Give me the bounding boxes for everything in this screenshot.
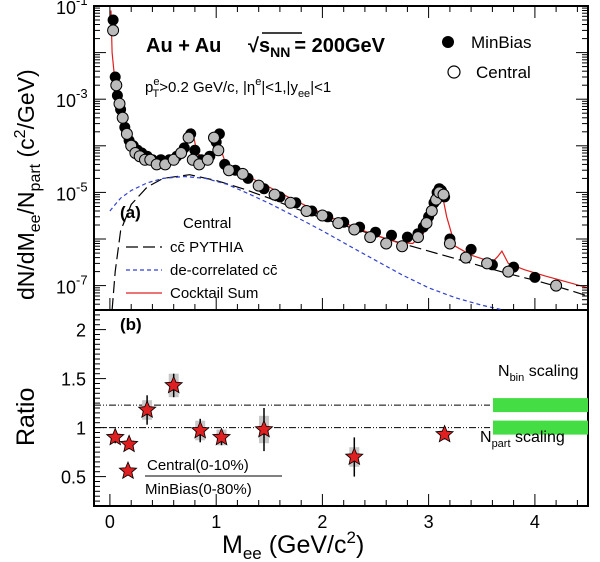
central-point [425, 205, 438, 217]
panel-a-y-ticks: 10-110-310-510-7 [56, 0, 588, 311]
chart-title: Au + Au [146, 35, 221, 57]
central-point [268, 188, 281, 201]
tick-base: 10 [56, 278, 76, 298]
x-tick-label: 4 [530, 512, 540, 532]
y-tick-label-b: 0.5 [61, 468, 86, 488]
tick-base: 10 [56, 184, 76, 204]
central-point [116, 111, 129, 124]
curve-decorrelated [109, 175, 504, 311]
ratio-point [254, 419, 274, 438]
minbias-point [386, 229, 397, 241]
y-tick-label-a: 10-5 [56, 179, 88, 204]
central-point [420, 217, 433, 230]
minbias-point [529, 271, 541, 283]
central-point [222, 164, 235, 177]
central-point [120, 127, 133, 140]
minbias-point [107, 14, 119, 26]
legend-minbias-marker [442, 36, 454, 48]
central-point [236, 167, 249, 180]
central-point [459, 251, 472, 264]
minbias-point [401, 231, 413, 243]
central-point [348, 223, 361, 236]
central-point [107, 24, 120, 37]
legend-cocktail-label: Cocktail Sum [170, 285, 258, 302]
x-tick-label: 2 [317, 512, 327, 532]
legend-central-title: Central [183, 215, 231, 232]
panel-b-ylabel: Ratio [12, 388, 40, 446]
scaling-band [493, 398, 588, 413]
y-tick-label-a: 10-7 [56, 273, 88, 298]
x-tick-label: 3 [424, 512, 434, 532]
y-tick-label-a: 10-3 [56, 86, 88, 111]
central-point [252, 179, 265, 192]
central-point [502, 265, 515, 278]
panel-b-content [94, 373, 588, 477]
legend-star-shape [118, 460, 138, 480]
ratio-point [137, 399, 157, 419]
legend-decorrelated-label: de-correlated cc̄ [170, 262, 278, 279]
central-point [443, 237, 456, 250]
minbias-point [465, 243, 477, 255]
central-point [364, 231, 377, 244]
ratio-point [119, 434, 139, 453]
panel-a-label: (a) [120, 203, 141, 222]
central-point [550, 279, 563, 292]
central-point [380, 237, 393, 250]
ratio-point [434, 424, 455, 443]
x-tick-label: 1 [211, 512, 221, 532]
central-point [212, 144, 225, 157]
central-point [437, 188, 450, 201]
central-point [208, 131, 220, 144]
panel-a-points [107, 14, 563, 292]
central-point [167, 153, 180, 166]
central-point [201, 153, 214, 166]
tick-exp: -7 [76, 273, 88, 288]
npart-scaling-label: Npart scaling [480, 429, 565, 450]
tick-base: 10 [56, 0, 76, 18]
ratio-point [344, 446, 364, 466]
central-point [396, 240, 409, 253]
ratio-point [164, 375, 184, 394]
central-point [110, 79, 123, 92]
x-tick-label: 0 [105, 512, 115, 532]
tick-exp: -1 [76, 0, 88, 8]
legend-minbias-label: MinBias [471, 33, 531, 52]
legend-central-label: Central [476, 63, 531, 82]
central-point [175, 147, 188, 159]
legend-central-marker [447, 65, 461, 79]
legend-pythia-label: cc̄ PYTHIA [170, 239, 243, 256]
legend-star-marker [118, 460, 138, 480]
central-point [300, 205, 313, 217]
panel-b-ticks: 0 1 2 3 4 0.5 1 1.5 2 [61, 309, 578, 532]
y-tick-label-b: 1.5 [61, 370, 86, 390]
tick-exp: -3 [76, 86, 88, 101]
central-point [412, 231, 424, 244]
ratio-point [190, 420, 210, 439]
ratio-point [211, 427, 232, 446]
central-point [316, 209, 329, 222]
ratio-point [105, 427, 125, 446]
central-point [332, 217, 345, 230]
central-point [284, 196, 297, 209]
tick-base: 10 [56, 91, 76, 111]
panel-b-label: (b) [120, 315, 142, 334]
central-point [113, 97, 126, 110]
kinematic-cuts: pe T>0.2 GeV/c, |ηe|<1,|yee|<1 [145, 76, 331, 100]
central-point [481, 257, 494, 270]
scaling-band [493, 420, 588, 435]
nbin-scaling-label: Nbin scaling [498, 363, 579, 384]
legend-denominator: MinBias(0-80%) [145, 481, 252, 498]
curve-pythia [111, 174, 589, 311]
minbias-point [189, 144, 201, 156]
panel-a-ylabel: dN/dMee/Npart (c2/GeV) [12, 69, 44, 300]
x-axis-label: Mee (GeV/c2) [222, 528, 364, 562]
y-tick-label-b: 2 [76, 321, 86, 341]
energy-label: √sNN = 200GeV [248, 35, 386, 60]
y-tick-label-b: 1 [76, 419, 86, 439]
y-tick-label-a: 10-1 [56, 0, 88, 18]
central-point [182, 131, 195, 144]
legend-numerator: Central(0-10%) [147, 457, 249, 474]
tick-exp: -5 [76, 179, 88, 194]
